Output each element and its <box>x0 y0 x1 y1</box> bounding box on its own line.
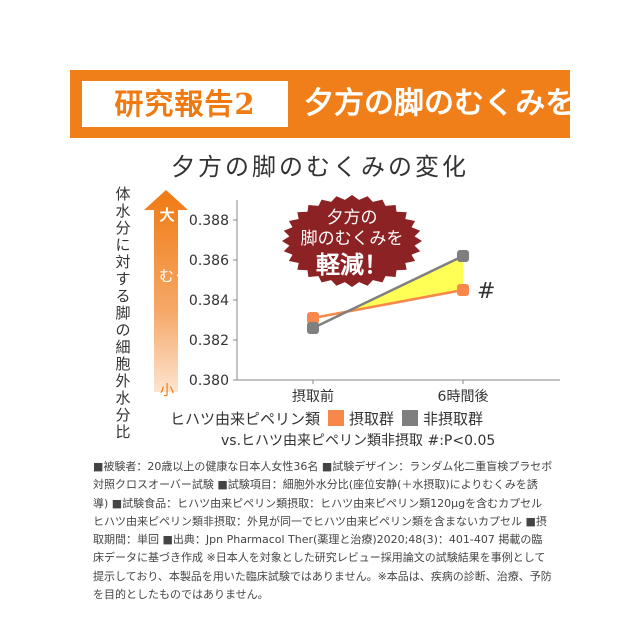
y-axis-label: 体水分に対する脚の細胞外水分比 <box>115 185 131 441</box>
arrow-top-label: 大 <box>159 206 175 224</box>
arrow-mid-label: むくみ <box>159 267 205 285</box>
arrow-bottom-label: 小 <box>160 383 174 399</box>
series-line-0 <box>312 288 464 320</box>
y-tick-label: 0.386 <box>189 253 229 269</box>
legend-nonintake: 非摂取群 <box>423 410 484 428</box>
badge-line3: 軽減！ <box>316 251 388 279</box>
legend-swatch-intake <box>328 410 345 426</box>
chart-title: 夕方の脚のむくみの変化 <box>171 153 469 181</box>
data-point-s0-1 <box>457 284 469 296</box>
badge-line1: 夕方の <box>327 208 378 228</box>
badge-shape <box>282 195 422 287</box>
y-tick-label: 0.382 <box>189 333 229 349</box>
study-footnote: ■被験者：20歳以上の健康な日本人女性36名 ■試験デザイン：ランダム化二重盲検… <box>93 460 553 602</box>
data-point-s0-0 <box>307 312 319 324</box>
report-label: 研究報告2 <box>82 81 288 127</box>
header-banner: 研究報告2 夕方の脚のむくみを軽減 <box>70 70 635 138</box>
legend-prefix: ヒハツ由来ピペリン類 <box>170 410 321 428</box>
legend-swatch-nonintake <box>402 410 419 426</box>
series-line-1 <box>312 254 464 330</box>
x-tick-label: 6時間後 <box>438 389 489 405</box>
y-tick-label: 0.388 <box>189 213 229 229</box>
badge-line2: 脚のむくみを <box>301 229 404 249</box>
mukumi-arrow <box>144 190 188 392</box>
y-tick-label: 0.384 <box>189 293 229 309</box>
data-point-s1-0 <box>307 322 319 334</box>
legend: ヒハツ由来ピペリン類 摂取群 非摂取群 <box>170 408 483 429</box>
legend-intake: 摂取群 <box>349 410 395 428</box>
x-tick-label: 摂取前 <box>292 388 334 405</box>
y-tick-label: 0.380 <box>189 373 229 389</box>
data-point-s1-1 <box>457 250 469 262</box>
headline: 夕方の脚のむくみを軽減 <box>304 86 636 121</box>
significance-mark: # <box>477 279 495 304</box>
significance-note: vs.ヒハツ由来ピペリン類非摂取 #:P<0.05 <box>221 433 496 449</box>
